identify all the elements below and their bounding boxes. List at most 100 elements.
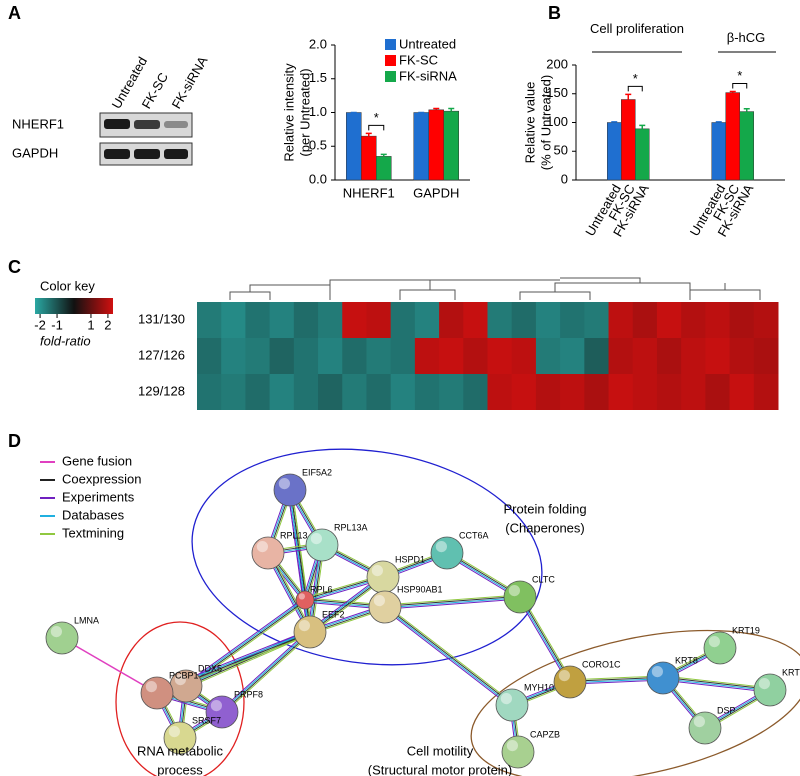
y-tick-label: 50: [554, 143, 568, 158]
network-node: [366, 560, 400, 594]
node-label: KRT18: [782, 667, 800, 677]
heatmap-cell: [463, 302, 488, 338]
heatmap-cell: [197, 338, 222, 374]
network-node: [295, 590, 315, 610]
heatmap-cell: [729, 374, 755, 410]
error-bar: [625, 93, 632, 100]
heatmap-cell: [293, 302, 319, 338]
network-edge: [221, 631, 310, 712]
error-bar: [611, 121, 618, 123]
network-node: [688, 711, 722, 745]
network-node: [753, 673, 787, 707]
group-label: Cell proliferation: [590, 21, 684, 36]
legend-label: Coexpression: [62, 471, 142, 486]
cluster-label: (Structural motor protein): [368, 762, 513, 776]
network-node: [140, 676, 174, 710]
network-node: [703, 631, 737, 665]
node-label: CAPZB: [530, 729, 560, 739]
y-tick-label: 1.0: [309, 104, 327, 119]
blot-band: [104, 119, 130, 129]
heatmap-cell: [511, 374, 537, 410]
heatmap-cell: [269, 374, 295, 410]
network-node: [205, 695, 239, 729]
heatmap-cell: [729, 338, 755, 374]
node-highlight: [500, 693, 512, 705]
network-edge: [517, 597, 569, 684]
blot-band: [164, 121, 188, 128]
network-edge: [521, 595, 573, 682]
heatmap-cell: [560, 338, 585, 374]
bar: [635, 128, 650, 181]
node-label: CORO1C: [582, 659, 621, 669]
node-highlight: [256, 541, 268, 553]
heatmap-cell: [342, 302, 367, 338]
network-node: [503, 580, 537, 614]
heatmap-cell: [269, 338, 295, 374]
network-node: [368, 590, 402, 624]
significance-bracket: [627, 85, 643, 92]
network-edge: [662, 679, 770, 693]
cluster-label: Cell motility: [407, 743, 474, 758]
heatmap-cell: [414, 302, 440, 338]
node-label: PRPF8: [234, 689, 263, 699]
node-highlight: [508, 585, 520, 597]
y-tick-label: 150: [546, 85, 568, 100]
y-tick-label: 2.0: [309, 36, 327, 51]
node-highlight: [371, 565, 383, 577]
legend-label: Databases: [62, 507, 125, 522]
network-edge: [184, 629, 310, 685]
network-edge: [384, 607, 512, 706]
heatmap-cell: [584, 338, 610, 374]
heatmap-cell: [608, 374, 634, 410]
significance-mark: *: [737, 68, 742, 83]
node-label: PCBP1: [169, 670, 199, 680]
node-label: LMNA: [74, 615, 99, 625]
heatmap-cell: [632, 302, 658, 338]
legend-label: Untreated: [399, 36, 456, 51]
node-highlight: [693, 716, 706, 728]
x-tick-label: NHERF1: [343, 185, 395, 200]
bar: [725, 92, 740, 181]
row-label: 129/128: [138, 383, 185, 398]
node-highlight: [708, 636, 721, 648]
network-edge: [384, 594, 520, 606]
heatmap-cell: [487, 338, 513, 374]
network-edge: [384, 595, 520, 607]
node-label: DDX5: [198, 663, 222, 673]
network-edge: [520, 596, 572, 682]
significance-bracket: [368, 124, 385, 131]
key-tick-label: -2: [34, 317, 46, 332]
legend-swatch: [385, 71, 396, 82]
network-node: [646, 661, 680, 695]
legend-label: Experiments: [62, 489, 135, 504]
network-node: [273, 473, 307, 507]
legend-label: FK-SC: [399, 52, 438, 67]
cluster-label: (Chaperones): [505, 520, 585, 535]
node-label: HSP90AB1: [397, 584, 443, 594]
y-axis-label: Relative value: [522, 82, 537, 164]
error-bar: [448, 107, 455, 112]
heatmap-cell: [584, 374, 610, 410]
key-title: Color key: [40, 278, 95, 293]
error-bar: [715, 121, 722, 123]
heatmap-cell: [366, 338, 392, 374]
heatmap-cell: [245, 338, 271, 374]
legend-label: FK-siRNA: [399, 68, 457, 83]
blot-band: [164, 149, 188, 159]
network-edge: [663, 675, 771, 689]
heatmap-cell: [705, 374, 731, 410]
network-node: [251, 536, 285, 570]
network-edge: [518, 597, 570, 683]
heatmap-cell: [390, 374, 416, 410]
error-bar: [729, 90, 736, 93]
bar: [346, 112, 362, 181]
heatmap-cell: [729, 302, 755, 338]
heatmap-cell: [197, 374, 222, 410]
y-axis-label: (per Untreated): [297, 68, 312, 156]
bar: [621, 99, 636, 181]
bar: [607, 122, 622, 181]
node-highlight: [298, 593, 305, 600]
key-tick-label: 2: [104, 317, 111, 332]
bar: [428, 109, 444, 181]
